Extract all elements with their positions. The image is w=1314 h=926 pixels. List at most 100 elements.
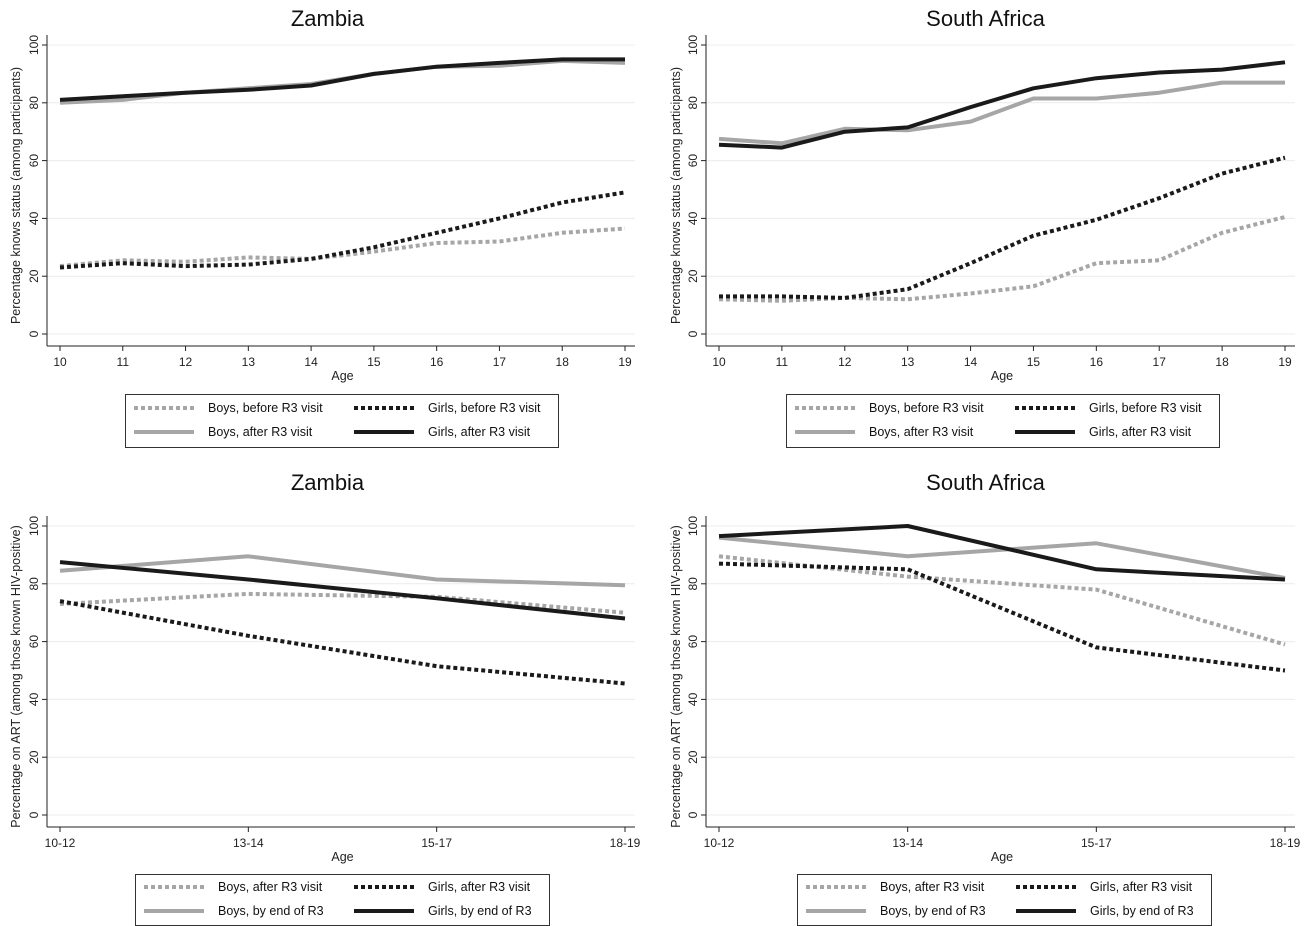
chart-plot: 0 20 40 60 80 100 10 11 12 13 14 15 16 17 18 19 Age Perce… xyxy=(9,35,635,383)
legend-label: Boys, after R3 visit xyxy=(869,425,974,439)
x-tick-label: 18 xyxy=(556,355,570,369)
legend-label: Girls, after R3 visit xyxy=(428,425,531,439)
series-line xyxy=(718,215,1286,303)
legend-label: Girls, by end of R3 xyxy=(1090,904,1194,918)
y-tick-label: 60 xyxy=(686,635,700,649)
chart-title: South Africa xyxy=(926,470,1045,495)
y-tick-label: 40 xyxy=(27,692,41,706)
series-line xyxy=(59,190,626,270)
x-tick-label: 15-17 xyxy=(1081,836,1112,850)
legend-label: Boys, after R3 visit xyxy=(880,880,985,894)
y-tick-label: 100 xyxy=(27,35,41,55)
y-tick-label: 40 xyxy=(686,692,700,706)
x-tick-label: 11 xyxy=(117,355,130,369)
x-axis-title: Age xyxy=(991,850,1013,864)
legend-label: Boys, after R3 visit xyxy=(208,425,313,439)
legend-label: Boys, by end of R3 xyxy=(218,904,324,918)
legend-label: Boys, after R3 visit xyxy=(218,880,323,894)
series-line xyxy=(59,591,626,615)
series-line xyxy=(59,560,626,621)
legend-swatch xyxy=(806,885,866,889)
y-tick-label: 80 xyxy=(686,577,700,591)
y-axis-title: Percentage on ART (among those known HIV… xyxy=(669,525,683,827)
legend-label: Girls, after R3 visit xyxy=(428,880,531,894)
chart-panel-zambia-art: 0 20 40 60 80 100 10-12 13-14 15-17 18-19 Age Perce… xyxy=(0,464,655,926)
y-tick-label: 80 xyxy=(27,577,41,591)
legend-label: Girls, after R3 visit xyxy=(1090,880,1193,894)
legend-label: Girls, before R3 visit xyxy=(1089,401,1202,415)
y-tick-label: 80 xyxy=(27,96,41,110)
x-tick-label: 18-19 xyxy=(1270,836,1301,850)
legend-label: Boys, before R3 visit xyxy=(208,401,323,415)
y-tick-label: 100 xyxy=(686,516,700,536)
series-line xyxy=(719,155,1286,300)
y-tick-label: 100 xyxy=(27,516,41,536)
series-line xyxy=(718,554,1286,647)
x-tick-label: 19 xyxy=(618,355,632,369)
series-line xyxy=(718,60,1286,150)
series-line xyxy=(718,80,1285,146)
legend-label: Girls, by end of R3 xyxy=(428,904,532,918)
legend-swatch xyxy=(354,430,414,434)
chart-legend: Boys, after R3 visit Girls, after R3 vis… xyxy=(797,874,1212,926)
x-tick-label: 10-12 xyxy=(45,836,76,850)
chart-plot: 0 20 40 60 80 100 10-12 13-14 15-17 18-19 Age Perce… xyxy=(9,516,641,864)
chart-legend: Boys, after R3 visit Girls, after R3 vis… xyxy=(135,874,550,926)
x-axis-title: Age xyxy=(331,850,353,864)
legend-swatch xyxy=(134,406,194,410)
chart-plot: 0 20 40 60 80 100 10-12 13-14 15-17 18-19 Age Perce… xyxy=(669,516,1301,864)
legend-swatch xyxy=(795,406,855,410)
x-tick-label: 16 xyxy=(430,355,444,369)
y-axis-title: Percentage on ART (among those known HIV… xyxy=(9,525,23,827)
x-tick-label: 13 xyxy=(901,355,915,369)
y-tick-label: 0 xyxy=(686,811,700,818)
legend-swatch xyxy=(1016,909,1076,913)
series-line xyxy=(59,599,626,686)
y-tick-label: 80 xyxy=(686,96,700,110)
legend-swatch xyxy=(354,909,414,913)
x-tick-label: 12 xyxy=(838,355,852,369)
x-tick-label: 15 xyxy=(367,355,381,369)
x-tick-label: 18 xyxy=(1215,355,1229,369)
y-tick-label: 20 xyxy=(27,750,41,764)
y-tick-label: 40 xyxy=(686,211,700,225)
x-tick-label: 15 xyxy=(1027,355,1041,369)
y-tick-label: 20 xyxy=(686,750,700,764)
y-tick-label: 60 xyxy=(27,635,41,649)
legend-swatch xyxy=(795,430,855,434)
legend-label: Boys, before R3 visit xyxy=(869,401,984,415)
chart-title: Zambia xyxy=(290,6,365,31)
legend-label: Girls, before R3 visit xyxy=(428,401,541,415)
legend-label: Girls, after R3 visit xyxy=(1089,425,1192,439)
chart-plot: 0 20 40 60 80 100 10 11 12 13 14 15 16 17 18 19 Age Perce… xyxy=(669,35,1295,383)
series-line xyxy=(59,554,626,588)
series-line xyxy=(59,57,625,102)
legend-swatch xyxy=(354,885,414,889)
y-axis-title: Percentage knows status (among participa… xyxy=(669,67,683,324)
y-axis-title: Percentage knows status (among participa… xyxy=(9,67,23,324)
chart-legend: Boys, before R3 visit Girls, before R3 v… xyxy=(125,394,559,448)
x-axis-title: Age xyxy=(991,369,1013,383)
legend-swatch xyxy=(144,885,204,889)
x-tick-label: 17 xyxy=(493,355,507,369)
x-tick-label: 14 xyxy=(304,355,318,369)
x-tick-label: 12 xyxy=(179,355,193,369)
legend-swatch xyxy=(1015,406,1075,410)
series-line xyxy=(718,524,1286,582)
y-tick-label: 0 xyxy=(686,330,700,337)
chart-title: South Africa xyxy=(926,6,1045,31)
x-tick-label: 10 xyxy=(712,355,726,369)
chart-panel-southafrica-art: 0 20 40 60 80 100 10-12 13-14 15-17 18-19 Age Perce… xyxy=(658,464,1313,926)
x-tick-label: 13 xyxy=(242,355,256,369)
x-tick-label: 14 xyxy=(964,355,978,369)
series-line xyxy=(718,535,1286,580)
x-tick-label: 10 xyxy=(53,355,67,369)
y-tick-label: 100 xyxy=(686,35,700,55)
chart-panel-zambia-status: 0 20 40 60 80 100 10 11 12 13 14 15 16 17 18 19 Age Perce… xyxy=(0,0,655,462)
legend-swatch xyxy=(1016,885,1076,889)
chart-panel-southafrica-status: 0 20 40 60 80 100 10 11 12 13 14 15 16 17 18 19 Age Perce… xyxy=(658,0,1313,462)
legend-label: Boys, by end of R3 xyxy=(880,904,986,918)
legend-swatch xyxy=(354,406,414,410)
y-tick-label: 20 xyxy=(686,269,700,283)
x-tick-label: 13-14 xyxy=(892,836,923,850)
